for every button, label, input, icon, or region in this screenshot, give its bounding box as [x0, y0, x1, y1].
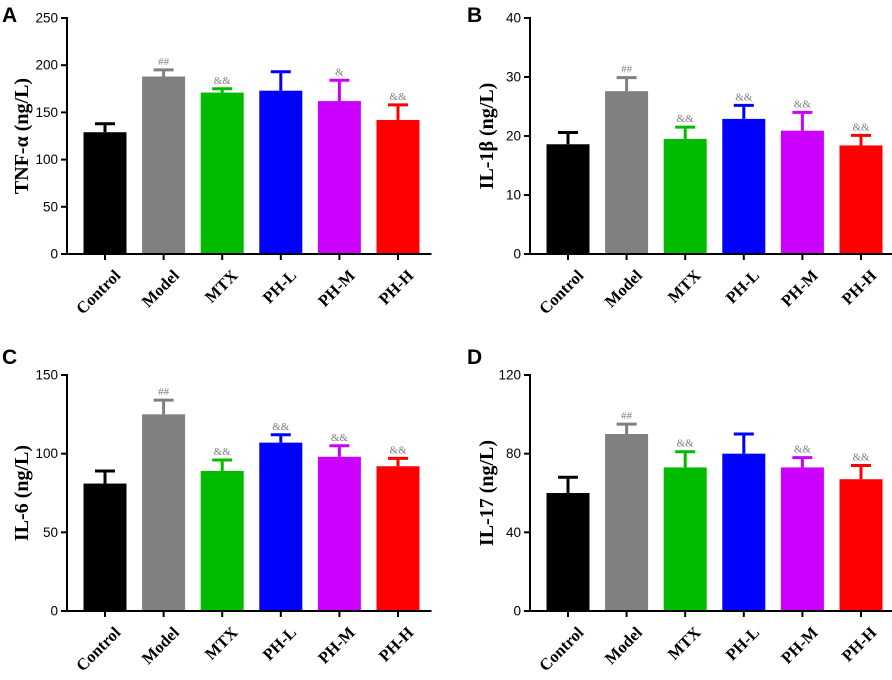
- x-tick-label: PH-M: [314, 623, 359, 668]
- bar-mtx: [200, 470, 244, 611]
- y-tick-label: 0: [50, 247, 58, 262]
- panel-letter: B: [467, 4, 482, 27]
- x-tick-label: MTX: [201, 266, 242, 307]
- x-tick-label: PH-M: [314, 266, 359, 311]
- x-tick-label: Model: [138, 623, 183, 668]
- y-tick-label: 50: [43, 525, 58, 540]
- bar-ph-l: [259, 442, 303, 611]
- significance-label: &&: [389, 91, 407, 103]
- significance-label: &&: [852, 451, 870, 463]
- significance-label: &&: [389, 444, 407, 456]
- bar-ph-m: [317, 456, 361, 611]
- bar-ph-h: [839, 479, 883, 611]
- x-tick-label: PH-M: [777, 623, 822, 668]
- bar-ph-h: [376, 466, 420, 611]
- y-tick-label: 40: [506, 11, 521, 26]
- bar-control: [83, 483, 127, 611]
- x-tick-label: PH-L: [722, 266, 763, 307]
- bar-ph-l: [722, 453, 766, 611]
- bar-control: [546, 144, 590, 254]
- y-axis-label: IL-6 (ng/L): [11, 445, 33, 541]
- x-tick-label: Control: [72, 266, 124, 318]
- panel-letter: D: [467, 346, 482, 369]
- x-tick-label: MTX: [664, 266, 705, 307]
- x-tick-label: MTX: [201, 623, 242, 664]
- significance-label: &&: [677, 438, 695, 450]
- x-tick-label: Control: [535, 266, 587, 318]
- y-tick-label: 100: [35, 152, 58, 167]
- significance-label: &&: [852, 121, 870, 133]
- panel-letter: A: [2, 4, 17, 27]
- significance-label: ##: [158, 56, 170, 68]
- significance-label: &&: [331, 432, 349, 444]
- significance-label: ##: [158, 386, 170, 398]
- y-tick-label: 200: [35, 58, 58, 73]
- y-tick-label: 0: [50, 604, 58, 619]
- chart-panel-b: B IL-1β (ng/L) Control ## Model && MTX && PH-L &&…: [467, 4, 892, 318]
- x-tick-label: Model: [138, 266, 183, 311]
- y-tick-label: 30: [506, 70, 521, 85]
- bar-mtx: [200, 92, 244, 255]
- bar-model: [605, 91, 649, 254]
- x-tick-label: PH-H: [838, 266, 881, 309]
- significance-label: ##: [621, 410, 633, 422]
- bar-ph-h: [376, 119, 420, 255]
- x-tick-label: PH-M: [777, 266, 822, 311]
- significance-label: &&: [735, 91, 753, 103]
- bar-model: [142, 76, 186, 254]
- x-tick-label: PH-H: [375, 266, 418, 309]
- x-tick-label: Control: [72, 623, 124, 675]
- panel-letter: C: [2, 346, 17, 369]
- bar-ph-m: [780, 467, 824, 611]
- y-tick-label: 150: [35, 105, 58, 120]
- chart-panel-a: A TNF-α (ng/L) Control ## Model && MTX PH-L & PH-…: [2, 4, 432, 318]
- y-axis-label: IL-17 (ng/L): [476, 440, 498, 546]
- bar-model: [605, 434, 649, 611]
- y-tick-label: 80: [506, 446, 521, 461]
- y-tick-label: 50: [43, 199, 58, 214]
- bar-ph-l: [722, 118, 766, 254]
- significance-label: &&: [272, 421, 290, 433]
- x-tick-label: Model: [601, 266, 646, 311]
- significance-label: &&: [794, 444, 812, 456]
- x-tick-label: PH-H: [375, 623, 418, 666]
- significance-label: &&: [794, 98, 812, 110]
- x-tick-label: PH-L: [259, 623, 300, 664]
- bar-ph-m: [317, 101, 361, 255]
- bar-control: [83, 132, 127, 254]
- bar-mtx: [663, 467, 707, 611]
- bar-model: [142, 414, 186, 611]
- bar-mtx: [663, 138, 707, 254]
- x-tick-label: Control: [535, 623, 587, 675]
- significance-label: &&: [677, 113, 695, 125]
- chart-panel-d: D IL-17 (ng/L) Control ## Model && MTX PH-L && PH…: [467, 346, 892, 675]
- y-tick-label: 0: [513, 247, 521, 262]
- significance-label: &&: [214, 446, 232, 458]
- bar-ph-m: [780, 130, 824, 254]
- y-axis-label: IL-1β (ng/L): [476, 83, 498, 190]
- y-tick-label: 250: [35, 11, 58, 26]
- bar-ph-h: [839, 145, 883, 254]
- x-tick-label: PH-L: [722, 623, 763, 664]
- y-tick-label: 20: [506, 129, 521, 144]
- significance-label: &&: [214, 75, 232, 87]
- y-tick-label: 150: [35, 368, 58, 383]
- y-tick-label: 0: [513, 604, 521, 619]
- y-axis-label: TNF-α (ng/L): [11, 78, 33, 194]
- significance-label: ##: [621, 64, 633, 76]
- bar-control: [546, 493, 590, 611]
- x-tick-label: MTX: [664, 623, 705, 664]
- significance-label: &: [335, 66, 344, 78]
- bar-ph-l: [259, 90, 303, 254]
- chart-panel-c: C IL-6 (ng/L) Control ## Model && MTX && PH-L && P…: [2, 346, 432, 675]
- y-tick-label: 40: [506, 525, 521, 540]
- x-tick-label: PH-L: [259, 266, 300, 307]
- x-tick-label: Model: [601, 623, 646, 668]
- x-tick-label: PH-H: [838, 623, 881, 666]
- y-tick-label: 100: [35, 446, 58, 461]
- y-tick-label: 10: [506, 188, 521, 203]
- y-tick-label: 120: [498, 368, 521, 383]
